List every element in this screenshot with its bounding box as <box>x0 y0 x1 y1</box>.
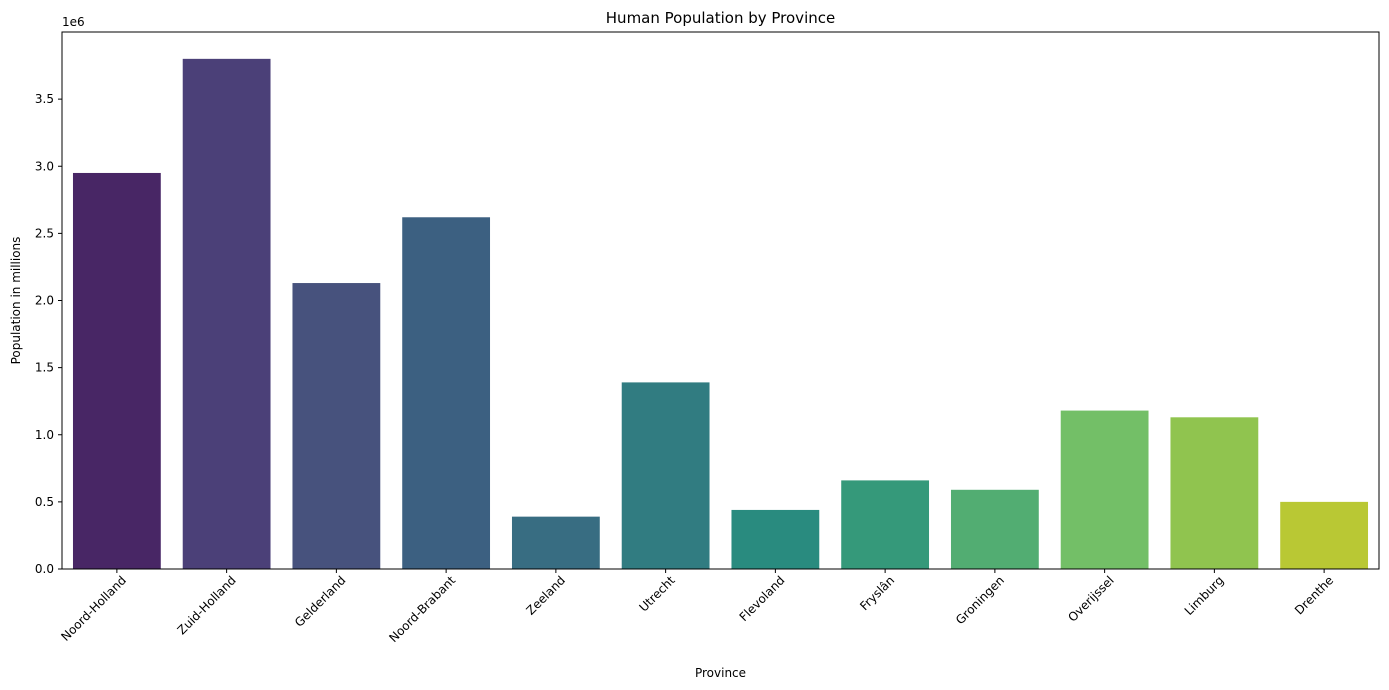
bar <box>621 382 710 569</box>
bar <box>731 509 820 569</box>
bar <box>1280 501 1369 569</box>
y-tick-label: 1.0 <box>35 428 54 442</box>
bars-group <box>72 58 1369 569</box>
x-tick-label: Noord-Brabant <box>386 573 458 645</box>
x-axis-ticks: Noord-Holland Zuid-Holland Gelderland Noord… <box>58 569 1336 645</box>
y-tick-label: 2.0 <box>35 294 54 308</box>
x-tick-label: Flevoland <box>737 573 788 624</box>
bar <box>402 217 491 569</box>
y-tick-label: 0.0 <box>35 562 54 576</box>
x-tick-label: Limburg <box>1182 573 1227 618</box>
chart-title: Human Population by Province <box>606 9 835 27</box>
x-axis-label: Province <box>695 666 746 680</box>
y-tick-label: 2.5 <box>35 226 54 240</box>
y-axis-label: Population in millions <box>9 237 23 365</box>
bar <box>511 516 600 569</box>
x-tick-label: Groningen <box>953 573 1007 627</box>
x-tick-label: Fryslân <box>857 573 897 613</box>
x-tick-label: Zeeland <box>524 573 568 617</box>
x-tick-label: Gelderland <box>292 573 348 629</box>
bar <box>1170 417 1259 569</box>
y-tick-label: 1.5 <box>35 361 54 375</box>
bar <box>841 480 930 569</box>
y-tick-label: 0.5 <box>35 495 54 509</box>
x-tick-label: Noord-Holland <box>58 573 129 644</box>
y-axis-ticks: 0.0 0.5 1.0 1.5 2.0 2.5 3.0 3.5 <box>35 92 62 576</box>
y-axis-scale-label: 1e6 <box>62 15 85 29</box>
bar <box>292 283 381 569</box>
plot-frame <box>61 31 1380 570</box>
bar <box>1060 410 1149 569</box>
bar <box>950 489 1039 569</box>
x-tick-label: Overijssel <box>1065 573 1116 624</box>
bar <box>182 58 271 569</box>
y-tick-label: 3.5 <box>35 92 54 106</box>
bar <box>72 172 161 569</box>
y-tick-label: 3.0 <box>35 159 54 173</box>
x-tick-label: Drenthe <box>1292 573 1336 617</box>
x-tick-label: Zuid-Holland <box>175 573 239 637</box>
x-tick-label: Utrecht <box>636 573 678 615</box>
